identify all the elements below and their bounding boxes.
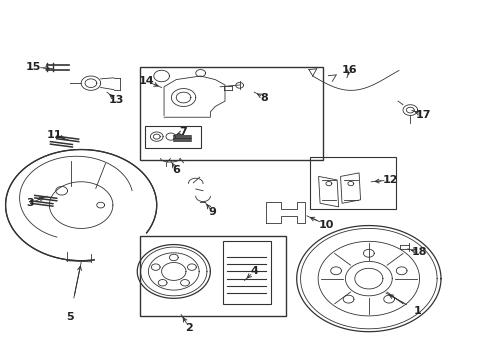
Text: 4: 4 [250,266,258,276]
Text: 16: 16 [341,64,357,75]
Text: 2: 2 [185,323,193,333]
Text: 1: 1 [413,306,421,316]
Bar [144,126,200,148]
Text: 18: 18 [410,247,426,257]
Text: 12: 12 [382,175,398,185]
Text: 13: 13 [109,95,124,105]
Text: 8: 8 [260,93,267,103]
Text: 10: 10 [318,220,333,230]
Text: 9: 9 [208,207,216,217]
Bar [140,235,285,316]
Text: 15: 15 [26,62,41,72]
Bar [222,241,271,304]
Bar [140,67,322,160]
Text: 5: 5 [66,312,74,322]
Bar [310,157,395,209]
Text: 11: 11 [46,130,62,140]
Text: 3: 3 [26,198,34,208]
Text: 17: 17 [414,110,430,120]
Text: 6: 6 [172,165,180,175]
Text: 7: 7 [179,127,187,137]
Text: 14: 14 [139,76,155,86]
